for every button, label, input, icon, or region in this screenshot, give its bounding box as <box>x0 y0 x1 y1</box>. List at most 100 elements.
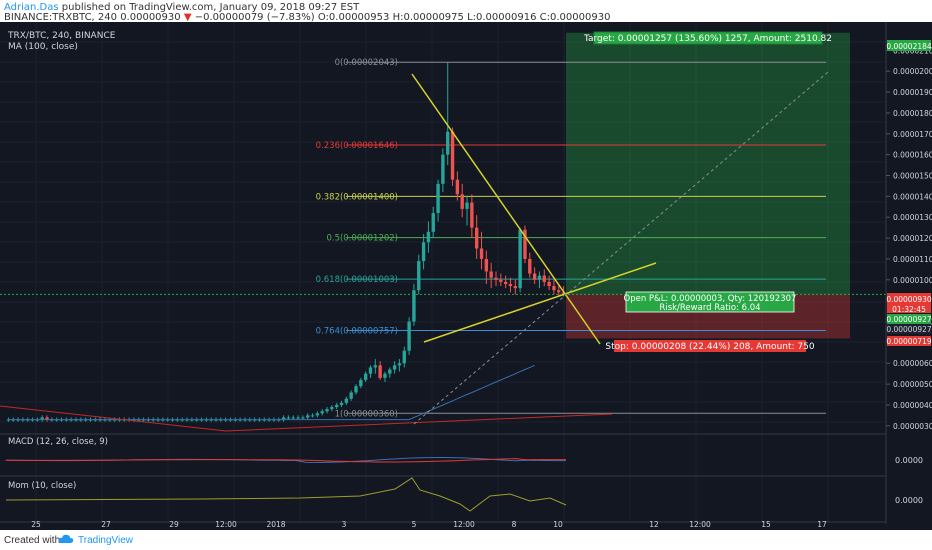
mom-value: 0.0000 <box>895 496 923 505</box>
candle-body <box>465 202 469 209</box>
fib-level-label: 0.5(0.00001202) <box>326 234 398 244</box>
candle-body <box>45 417 49 420</box>
candle-body <box>402 350 406 364</box>
x-tick-label: 10 <box>553 520 563 529</box>
svg-text:Stop: 0.00000208 (22.44%) 208,: Stop: 0.00000208 (22.44%) 208, Amount: 7… <box>605 342 814 352</box>
candle-body <box>397 363 402 366</box>
candle-body <box>426 231 431 243</box>
change-arrow-icon: ▼ <box>183 12 192 23</box>
candle-body <box>460 194 464 209</box>
tradingview-brand[interactable]: TradingView <box>78 535 134 546</box>
candle-body <box>306 415 310 418</box>
candle-body <box>446 131 450 155</box>
chart-svg[interactable]: 0(0.00002043) 0.236(0.00001646) 0.382(0.00… <box>0 22 932 530</box>
candle-body <box>407 321 411 351</box>
candle-body <box>561 292 566 295</box>
candle-body <box>339 402 344 405</box>
y-tick-label: 0.00001400 <box>893 192 932 201</box>
red-trend-line[interactable] <box>0 405 613 432</box>
profit-zone[interactable] <box>566 32 850 295</box>
candles <box>6 62 566 422</box>
candle-body <box>450 131 455 180</box>
candle-body <box>441 154 445 184</box>
candle-body <box>378 365 382 378</box>
candle-body <box>489 271 493 278</box>
author-link[interactable]: Adrian.Das <box>4 2 59 13</box>
countdown-tag: 01:32:45 <box>892 305 926 314</box>
candle-body <box>518 229 522 289</box>
candle-body <box>523 229 527 259</box>
publish-header: Adrian.Das published on TradingView.com,… <box>0 0 932 23</box>
mom-label: Mom (10, close) <box>8 481 76 491</box>
candle-body <box>354 386 358 393</box>
candle-body <box>547 281 551 287</box>
time-axis[interactable]: 25 27 29 12:00 2018 3 5 12:00 8 10 12 12:00 15 17 <box>31 520 827 529</box>
ma-price-tag: 0.00000927 <box>886 315 932 324</box>
candle-body <box>552 286 556 291</box>
candle-body <box>383 373 387 378</box>
candle-body <box>40 417 44 420</box>
target-label: Target: 0.00001257 (135.60%) 1257, Amoun… <box>583 31 832 45</box>
x-tick-label: 17 <box>817 520 827 529</box>
target-price-tag: 0.00002184 <box>886 42 932 51</box>
position-tool[interactable] <box>566 32 850 339</box>
ohlc-close: C:0.00000930 <box>539 12 611 23</box>
macd-label: MACD (12, 26, close, 9) <box>8 437 108 447</box>
candle-body <box>344 398 349 403</box>
fib-level-label: 0.236(0.00001646) <box>316 141 398 151</box>
candle-body <box>368 367 373 374</box>
x-tick-label: 25 <box>31 520 41 529</box>
candle-body <box>330 407 334 410</box>
trendline-descending[interactable] <box>411 73 601 345</box>
candle-body <box>359 379 363 387</box>
candle-body <box>508 283 513 287</box>
candle-body <box>542 275 546 282</box>
price-tags: 0.00002184 0.00000930 01:32:45 0.0000092… <box>886 40 932 346</box>
candle-body <box>315 413 320 416</box>
candle-body <box>335 404 339 408</box>
x-tick-label: 12:00 <box>689 520 711 529</box>
candle-body <box>484 258 489 272</box>
candle-body <box>431 213 435 232</box>
tradingview-cloud-icon <box>58 534 74 543</box>
projection-dotted-line[interactable] <box>413 71 829 425</box>
fib-level-label: 0.382(0.00001400) <box>316 192 398 202</box>
macd-value: 0.0000 <box>895 456 923 465</box>
candle-body <box>320 411 324 414</box>
candle-body <box>310 415 315 417</box>
svg-text:Open P&L: 0.00000003, Qty: 120: Open P&L: 0.00000003, Qty: 120192307 <box>624 294 797 304</box>
svg-text:Target: 0.00001257 (135.60%) 1: Target: 0.00001257 (135.60%) 1257, Amoun… <box>583 34 832 44</box>
candle-body <box>470 202 474 228</box>
change-value: −0.00000079 (−7.83%) <box>194 12 315 23</box>
candle-body <box>499 279 503 282</box>
footer-bar: Created with TradingView <box>0 530 932 550</box>
fib-retracement[interactable]: 0(0.00002043) 0.236(0.00001646) 0.382(0.00… <box>316 58 826 419</box>
candle-body <box>286 417 291 419</box>
fib-level-label: 0.764(0.00000757) <box>316 326 398 336</box>
candle-body <box>436 183 440 214</box>
candle-body <box>291 417 295 419</box>
pnl-label: Open P&L: 0.00000003, Qty: 120192307 Ris… <box>624 291 797 313</box>
chart-area[interactable]: 0(0.00002043) 0.236(0.00001646) 0.382(0.00… <box>0 22 932 530</box>
trendline-ascending[interactable] <box>423 262 657 343</box>
candle-body <box>537 275 542 280</box>
ohlc-open: O:0.00000953 <box>317 12 390 23</box>
x-tick-label: 12:00 <box>215 520 237 529</box>
x-tick-label: 5 <box>412 520 417 529</box>
last-value: 0.00000930 <box>120 12 181 23</box>
candle-body <box>455 179 460 195</box>
candle-body <box>532 273 537 280</box>
candle-body <box>503 281 508 284</box>
candle-body <box>325 409 329 412</box>
level-price-tag: 0.00000927 <box>886 325 932 334</box>
